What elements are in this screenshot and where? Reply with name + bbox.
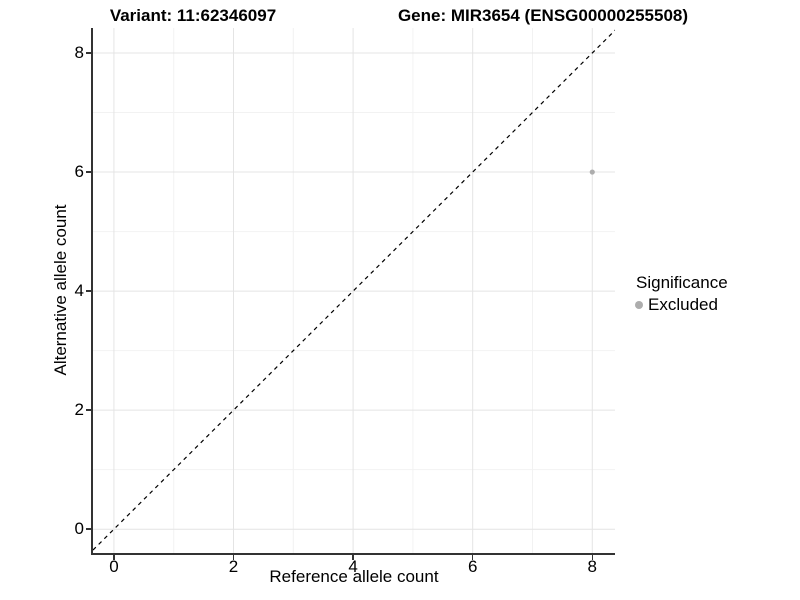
x-tick-label: 4 [348, 557, 358, 576]
y-tick [86, 171, 91, 173]
data-point [589, 169, 595, 175]
variant-title: Variant: 11:62346097 [109, 6, 277, 25]
y-tick [86, 528, 91, 530]
x-tick [352, 555, 354, 560]
y-tick-label: 4 [74, 281, 84, 301]
y-tick-label: 8 [74, 43, 84, 62]
legend-item: Excluded [635, 295, 728, 315]
y-tick-label: 0 [74, 519, 84, 539]
legend-title: Significance [636, 273, 728, 292]
x-tick-label: 2 [228, 557, 239, 576]
legend-key-dot-icon [635, 301, 643, 309]
x-tick [113, 555, 115, 560]
plot-panel [91, 28, 615, 555]
x-tick-label: 8 [587, 557, 597, 576]
identity-line [93, 29, 615, 551]
y-tick-label: 6 [74, 162, 84, 182]
legend-item-label: Excluded [648, 295, 718, 314]
x-tick [471, 555, 474, 560]
x-tick-label: 0 [109, 557, 119, 576]
plot-svg [93, 28, 615, 553]
y-tick [86, 409, 91, 411]
x-tick-label: 6 [467, 557, 478, 576]
x-tick [232, 555, 235, 560]
gene-title: Gene: MIR3654 (ENSG00000255508) [397, 6, 689, 25]
y-tick [86, 290, 91, 292]
x-axis-label: Reference allele count [269, 567, 439, 586]
y-tick [86, 52, 91, 54]
y-tick-label: 2 [74, 400, 84, 420]
x-tick [591, 555, 594, 560]
legend: Significance Excluded [635, 273, 728, 315]
